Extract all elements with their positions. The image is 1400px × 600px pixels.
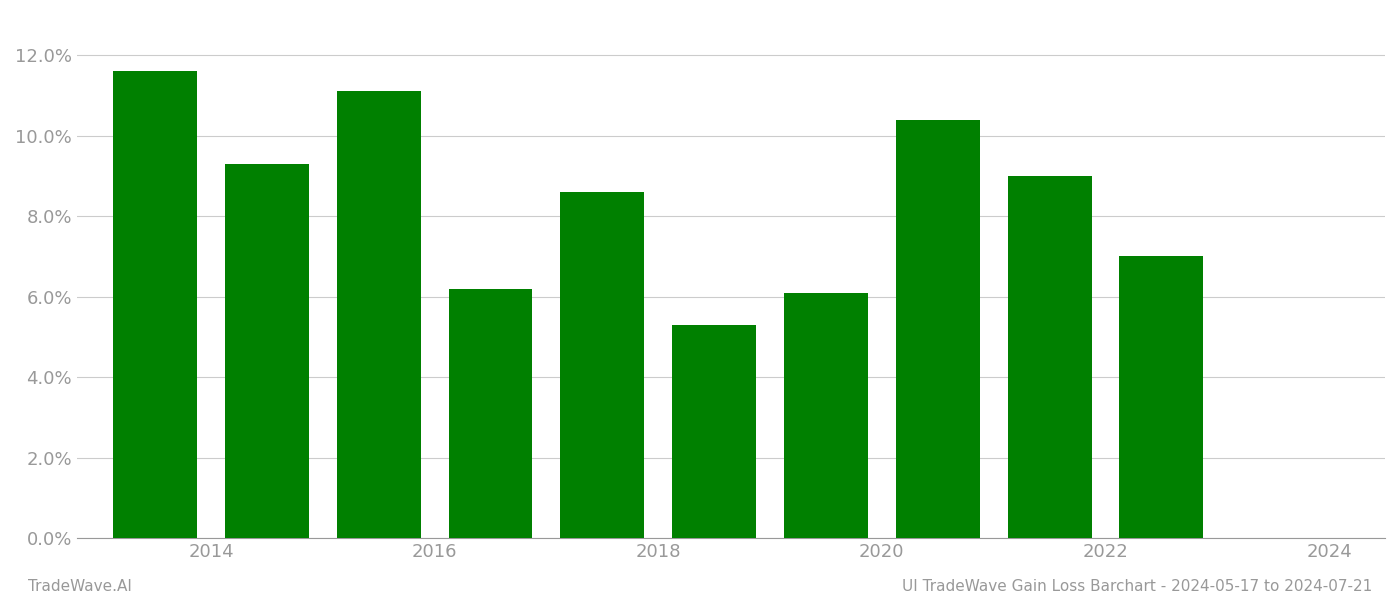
Bar (1120, 256, 1204, 538)
Text: TradeWave.AI: TradeWave.AI (28, 579, 132, 594)
Bar (560, 192, 644, 538)
Text: UI TradeWave Gain Loss Barchart - 2024-05-17 to 2024-07-21: UI TradeWave Gain Loss Barchart - 2024-0… (902, 579, 1372, 594)
Bar (448, 289, 532, 538)
Bar (225, 164, 309, 538)
Bar (784, 293, 868, 538)
Bar (113, 71, 197, 538)
Bar (896, 119, 980, 538)
Bar (672, 325, 756, 538)
Bar (1008, 176, 1092, 538)
Bar (337, 91, 420, 538)
